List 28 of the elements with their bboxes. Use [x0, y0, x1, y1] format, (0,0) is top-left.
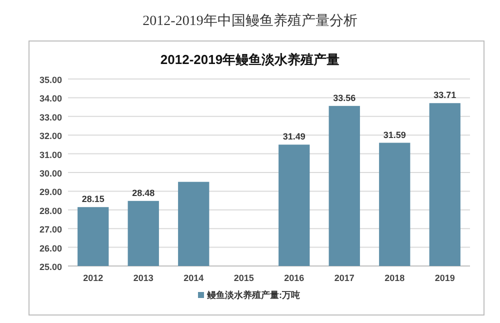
data-label: 28.48: [132, 188, 155, 198]
x-tick-label: 2012: [83, 273, 104, 283]
y-tick-label: 31.00: [39, 150, 62, 160]
chart-title: 2012-2019年中国鳗鱼养殖产量分析: [142, 13, 358, 29]
y-tick-label: 34.00: [39, 94, 62, 104]
legend-label: 鳗鱼淡水养殖产量:万吨: [206, 290, 300, 300]
chart-subtitle: 2012-2019年鳗鱼淡水养殖产量: [160, 52, 340, 67]
x-tick-label: 2018: [384, 273, 405, 283]
x-tick-label: 2013: [133, 273, 154, 283]
x-tick-label: 2015: [234, 273, 254, 283]
data-label: 28.15: [82, 194, 104, 204]
x-tick-label: 2016: [284, 273, 304, 283]
x-tick-label: 2017: [334, 273, 354, 283]
data-label: 31.49: [282, 132, 306, 142]
y-tick-label: 29.00: [39, 187, 62, 198]
y-tick-label: 26.00: [39, 243, 62, 254]
y-tick-label: 32.00: [39, 131, 62, 142]
x-tick-label: 2019: [434, 273, 455, 283]
y-tick-label: 33.00: [39, 112, 62, 122]
data-label: 33.56: [333, 92, 356, 103]
y-tick-label: 30.00: [39, 168, 62, 178]
y-tick-label: 27.00: [39, 224, 62, 235]
y-tick-label: 25.00: [39, 262, 62, 272]
y-tick-label: 35.00: [39, 75, 62, 85]
data-label: 31.59: [383, 130, 406, 140]
y-tick-label: 28.00: [39, 206, 62, 216]
data-label: 33.71: [434, 90, 456, 100]
x-tick-label: 2014: [184, 273, 204, 283]
